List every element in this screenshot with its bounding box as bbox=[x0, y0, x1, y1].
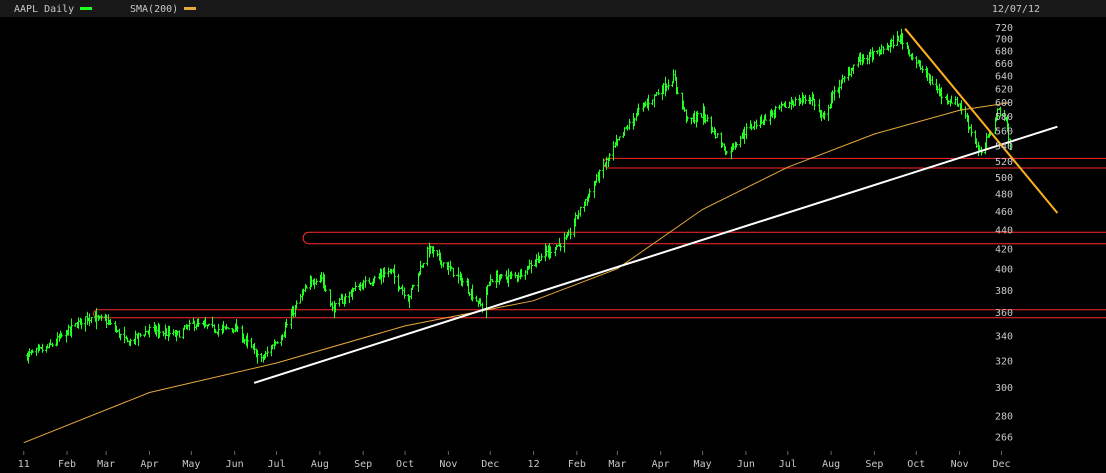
x-tick-label: Aug bbox=[822, 459, 840, 470]
x-tick-label: Oct bbox=[396, 459, 414, 470]
y-tick-label: 420 bbox=[995, 245, 1013, 256]
x-tick-label: Nov bbox=[439, 459, 457, 470]
y-tick-label: 360 bbox=[995, 308, 1013, 319]
sma-legend-swatch bbox=[184, 7, 196, 10]
x-tick-label: 12 bbox=[528, 459, 540, 470]
y-tick-label: 700 bbox=[995, 35, 1013, 46]
zone-band bbox=[302, 231, 1106, 245]
zone-band bbox=[93, 309, 1106, 319]
x-tick-label: Feb bbox=[58, 459, 76, 470]
y-tick-label: 320 bbox=[995, 356, 1013, 367]
resistance-trendline bbox=[904, 28, 1059, 214]
price-series bbox=[26, 28, 1012, 364]
y-tick-label: 400 bbox=[995, 265, 1013, 276]
y-tick-label: 380 bbox=[995, 286, 1013, 297]
ticker-label: AAPL Daily bbox=[14, 4, 74, 15]
y-tick-label: 660 bbox=[995, 59, 1013, 70]
x-tick-label: May bbox=[182, 459, 200, 470]
y-tick-label: 340 bbox=[995, 332, 1013, 343]
y-tick-label: 720 bbox=[995, 23, 1013, 34]
x-tick-label: Aug bbox=[311, 459, 329, 470]
y-tick-label: 680 bbox=[995, 46, 1013, 57]
y-tick-label: 460 bbox=[995, 207, 1013, 218]
y-tick-label: 500 bbox=[995, 173, 1013, 184]
x-tick-label: Dec bbox=[481, 459, 499, 470]
x-tick-label: 11 bbox=[18, 459, 30, 470]
x-tick-label: Mar bbox=[97, 459, 115, 470]
x-axis: 11 Feb Mar Apr May Jun Jul Aug Sep Oct Nov Dec 12 Feb… bbox=[18, 451, 1011, 470]
y-tick-label: 266 bbox=[995, 432, 1013, 443]
y-tick-label: 580 bbox=[995, 112, 1013, 123]
y-tick-label: 600 bbox=[995, 98, 1013, 109]
x-tick-label: Jul bbox=[779, 459, 797, 470]
y-tick-label: 520 bbox=[995, 157, 1013, 168]
price-legend-swatch bbox=[80, 7, 92, 10]
x-tick-label: May bbox=[694, 459, 712, 470]
y-tick-label: 440 bbox=[995, 225, 1013, 236]
x-tick-label: Feb bbox=[568, 459, 586, 470]
y-tick-label: 620 bbox=[995, 84, 1013, 95]
y-tick-label: 300 bbox=[995, 383, 1013, 394]
chart-date: 12/07/12 bbox=[992, 4, 1040, 15]
x-tick-label: Dec bbox=[992, 459, 1010, 470]
chart-header: AAPL Daily SMA(200) 12/07/12 bbox=[0, 0, 1106, 17]
y-tick-label: 560 bbox=[995, 126, 1013, 137]
header-bar bbox=[0, 0, 1106, 17]
x-tick-label: Nov bbox=[951, 459, 969, 470]
x-tick-label: Apr bbox=[652, 459, 670, 470]
y-tick-label: 640 bbox=[995, 71, 1013, 82]
y-tick-label: 540 bbox=[995, 141, 1013, 152]
sma-200-line bbox=[23, 102, 1010, 444]
x-tick-label: Jul bbox=[268, 459, 286, 470]
y-tick-label: 280 bbox=[995, 411, 1013, 422]
support-trendline bbox=[253, 125, 1058, 384]
x-tick-label: Jun bbox=[226, 459, 244, 470]
x-tick-label: Sep bbox=[865, 459, 883, 470]
y-axis: 266 280 300 320 340 360 380 400 420 440 460 480 500 5… bbox=[995, 23, 1013, 443]
y-tick-label: 480 bbox=[995, 190, 1013, 201]
x-tick-label: Mar bbox=[608, 459, 626, 470]
x-tick-label: Apr bbox=[140, 459, 158, 470]
trendlines bbox=[253, 28, 1059, 384]
sma-label: SMA(200) bbox=[130, 4, 178, 15]
x-tick-label: Oct bbox=[907, 459, 925, 470]
x-tick-label: Sep bbox=[354, 459, 372, 470]
x-tick-label: Jun bbox=[737, 459, 755, 470]
